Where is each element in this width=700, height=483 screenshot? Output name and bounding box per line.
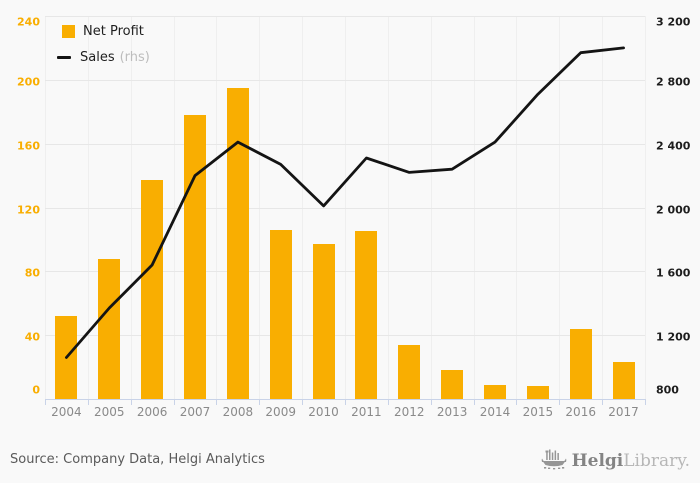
right-axis-tick-label: 2 800 [656,75,691,89]
net-profit-bar-2009[interactable] [269,229,292,399]
x-axis-label: 2004 [51,405,82,419]
left-axis-tick-label: 240 [17,15,40,29]
net-profit-bar-2015[interactable] [526,386,549,399]
gridline [45,16,645,17]
net-profit-bar-2007[interactable] [184,114,206,399]
gridline [645,16,646,399]
x-axis-label: 2008 [222,405,254,419]
net-profit-bar-2008[interactable] [226,87,249,399]
gridline [45,79,645,81]
x-axis-label: 2014 [479,405,511,419]
net-profit-bar-2016[interactable] [569,328,592,399]
net-profit-bar-2004[interactable] [55,316,78,399]
logo-text-primary: Helgi [571,451,624,471]
x-axis-label: 2006 [136,405,168,419]
right-axis-tick-label: 800 [656,383,679,397]
left-axis-tick-label: 0 [32,383,40,397]
logo-text-secondary: Library. [623,451,690,471]
x-axis-tick [602,400,604,405]
x-axis-tick [45,400,46,405]
helgi-logo[interactable]: HelgiLibrary. [541,448,690,474]
net-profit-bar-2017[interactable] [612,362,635,399]
left-axis-tick-label: 200 [17,75,40,89]
x-axis-tick [259,400,261,405]
source-text: Source: Company Data, Helgi Analytics [10,452,265,467]
x-axis-tick [645,400,646,405]
gridline [45,207,645,209]
left-axis-tick-label: 160 [17,139,40,153]
x-axis-tick [473,400,475,405]
x-axis-label: 2013 [436,405,468,419]
right-axis-tick-label: 1 600 [656,266,691,280]
x-axis-line [45,399,646,400]
net-profit-bar-2012[interactable] [398,344,421,399]
helgi-logo-text: HelgiLibrary. [572,451,690,471]
helgi-ship-icon [541,448,567,474]
net-profit-swatch-icon [62,24,75,38]
x-axis-tick [559,400,561,405]
sales-line-swatch-icon [57,55,71,59]
x-axis-tick [130,400,132,405]
gridline [45,335,645,337]
x-axis-tick [387,400,389,405]
x-axis-tick [87,400,89,405]
right-axis-tick-label: 1 200 [656,330,691,344]
x-axis-tick [216,400,218,405]
legend-item-net-profit[interactable]: Net Profit [57,18,150,44]
net-profit-bar-2011[interactable] [355,231,378,399]
right-axis-tick-label: 2 400 [656,139,691,153]
x-axis-tick [516,400,518,405]
x-axis-label: 2012 [394,405,425,419]
footer: Source: Company Data, Helgi Analytics [0,443,700,483]
x-axis-tick [345,400,346,405]
legend-item-sales[interactable]: Sales (rhs) [57,44,150,70]
x-axis-label: 2005 [94,405,125,419]
legend: Net Profit Sales (rhs) [57,18,150,70]
x-axis-label: 2011 [351,405,382,419]
x-axis-tick [173,400,175,405]
x-axis-label: 2017 [608,405,639,419]
gridline [45,271,645,273]
right-axis-tick-label: 2 000 [656,203,691,216]
net-profit-bar-2014[interactable] [484,384,506,399]
left-axis-tick-label: 120 [17,203,40,216]
net-profit-bar-2006[interactable] [141,180,164,399]
x-axis-label: 2016 [565,405,596,419]
x-axis-tick [302,400,304,405]
x-axis-label: 2009 [265,405,296,419]
x-axis-label: 2015 [522,405,554,419]
legend-label-net-profit: Net Profit [83,23,144,39]
legend-label-sales-rhs: (rhs) [119,49,150,65]
net-profit-bar-2010[interactable] [312,244,335,399]
x-axis-label: 2007 [179,405,211,419]
net-profit-bar-2005[interactable] [98,258,121,399]
x-axis-tick [430,400,432,405]
right-axis-tick-label: 3 200 [656,15,691,29]
legend-label-sales: Sales [80,49,115,65]
x-axis-label: 2010 [308,405,339,419]
left-axis-tick-label: 40 [24,330,40,344]
left-axis-tick-label: 80 [24,266,40,280]
net-profit-bar-2013[interactable] [441,370,464,399]
gridline [45,143,645,145]
